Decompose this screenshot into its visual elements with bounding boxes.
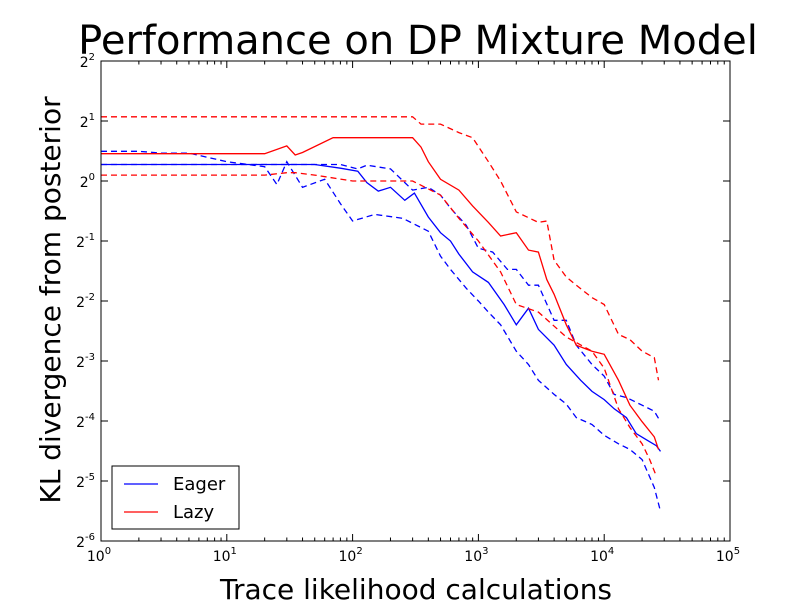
x-tick-label: 100 (87, 546, 111, 565)
chart-title: Performance on DP Mixture Model (78, 18, 758, 64)
y-axis-label: KL divergence from posterior (34, 96, 67, 504)
plot-frame (100, 60, 731, 542)
series-line-lazy-upper (101, 116, 660, 381)
x-tick-label: 104 (590, 546, 614, 565)
y-tick-label: 2-6 (76, 532, 95, 551)
y-tick-label: 2-5 (76, 472, 95, 491)
x-tick-label: 105 (716, 546, 740, 565)
legend-eager-label: Eager (173, 474, 226, 495)
legend-box (111, 465, 240, 530)
y-tick-label: 22 (80, 52, 95, 71)
x-tick-label: 103 (464, 546, 488, 565)
ticks-group: 100 101 102 103 104 105 2-6 2-5 2-4 2-3 2-2 2-1 20 21… (76, 52, 740, 565)
legend-lazy-label: Lazy (173, 502, 215, 523)
series-line-lazy-lower (101, 172, 658, 477)
series-line-lazy (101, 137, 660, 450)
y-tick-label: 21 (80, 112, 95, 131)
series-line-eager-lower (101, 150, 662, 512)
series-line-eager (101, 163, 662, 452)
series-group (101, 116, 662, 512)
y-tick-label: 2-3 (76, 352, 95, 371)
x-tick-label: 102 (338, 546, 362, 565)
y-tick-label: 20 (80, 172, 95, 191)
x-axis-label: Trace likelihood calculations (219, 573, 612, 606)
x-tick-label: 101 (213, 546, 237, 565)
y-tick-label: 2-2 (76, 292, 95, 311)
y-tick-label: 2-4 (76, 412, 95, 431)
y-tick-label: 2-1 (76, 232, 95, 251)
legend: Eager Lazy (111, 465, 240, 530)
